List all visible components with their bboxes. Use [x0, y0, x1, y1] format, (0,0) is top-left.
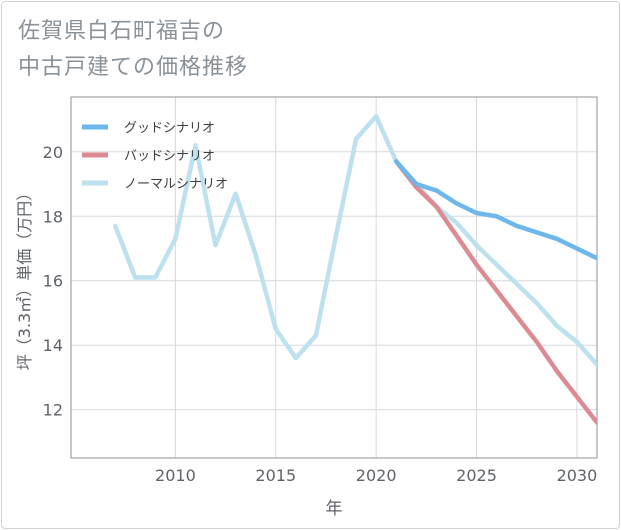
legend-label-normal: ノーマルシナリオ: [124, 177, 228, 192]
x-tick-label: 2030: [557, 466, 598, 485]
plot-area: [70, 96, 598, 459]
y-axis-label: 坪（3.3㎡）単価（万円）: [15, 185, 34, 370]
legend-label-good: グッドシナリオ: [124, 121, 215, 136]
series-line-bad: [393, 159, 597, 425]
x-axis-label: 年: [326, 499, 343, 519]
y-tick-label: 14: [43, 336, 63, 355]
grid-lines: [71, 97, 597, 458]
chart-title-line-1: 佐賀県白石町福吉の: [18, 19, 226, 44]
x-tick-label: 2020: [356, 466, 397, 485]
x-tick-label: 2015: [255, 466, 296, 485]
series-line-good: [393, 159, 597, 261]
y-tick-label: 12: [43, 401, 63, 420]
y-tick-label: 20: [43, 143, 63, 162]
y-tick-label: 16: [43, 272, 63, 291]
tick-labels: 2010 2015 2020 2025 2030 12 14 16 18 20: [43, 143, 598, 485]
x-tick-label: 2025: [456, 466, 497, 485]
y-tick-label: 18: [43, 207, 63, 226]
chart-title-line-2: 中古戸建ての価格推移: [18, 55, 249, 80]
series-line-normal: [112, 114, 597, 367]
chart-title: 佐賀県白石町福吉の 中古戸建ての価格推移: [18, 14, 248, 86]
legend-label-bad: バッドシナリオ: [124, 149, 215, 164]
x-tick-label: 2010: [155, 466, 196, 485]
series-lines: [112, 114, 597, 425]
